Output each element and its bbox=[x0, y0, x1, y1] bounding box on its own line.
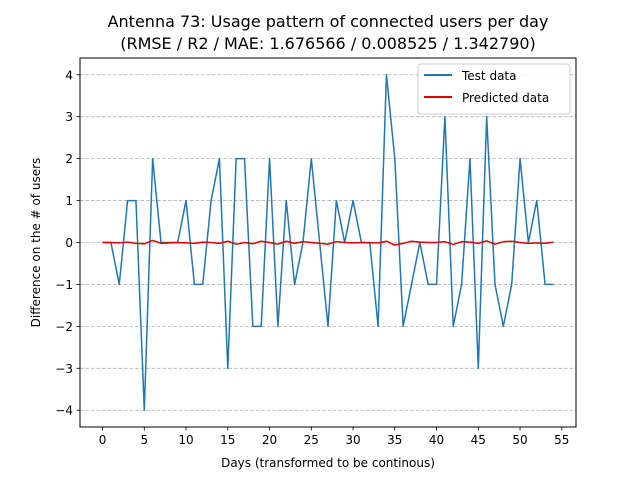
x-tick-label: 0 bbox=[99, 433, 107, 447]
x-tick-label: 40 bbox=[429, 433, 444, 447]
y-tick-label: −4 bbox=[55, 404, 73, 418]
y-axis-label: Difference on the # of users bbox=[29, 158, 43, 328]
x-tick-label: 30 bbox=[345, 433, 360, 447]
y-tick-label: −3 bbox=[55, 362, 73, 376]
y-tick-label: 1 bbox=[65, 194, 73, 208]
legend-box bbox=[417, 63, 571, 115]
y-tick-label: 0 bbox=[65, 236, 73, 250]
chart-title: Antenna 73: Usage pattern of connected u… bbox=[108, 12, 549, 31]
x-axis-label: Days (transformed to be continous) bbox=[221, 456, 435, 470]
legend: Test data Predicted data bbox=[417, 63, 571, 115]
x-tick-label: 35 bbox=[387, 433, 402, 447]
x-tick-label: 55 bbox=[554, 433, 569, 447]
y-axis-ticks: 4 3 2 1 0 −1 −2 −3 −4 bbox=[55, 68, 80, 418]
x-tick-label: 5 bbox=[140, 433, 148, 447]
plot-frame bbox=[79, 57, 577, 428]
x-tick-label: 10 bbox=[178, 433, 193, 447]
legend-label-test-data: Test data bbox=[461, 69, 516, 83]
x-tick-label: 45 bbox=[471, 433, 486, 447]
x-tick-label: 20 bbox=[262, 433, 277, 447]
data-series bbox=[102, 74, 554, 411]
chart-subtitle: (RMSE / R2 / MAE: 1.676566 / 0.008525 / … bbox=[120, 34, 536, 53]
x-tick-label: 50 bbox=[512, 433, 527, 447]
legend-label-predicted-data: Predicted data bbox=[462, 91, 549, 105]
x-tick-label: 25 bbox=[304, 433, 319, 447]
series-line-predicted-data bbox=[102, 239, 554, 246]
y-tick-label: −1 bbox=[55, 278, 73, 292]
y-tick-label: −2 bbox=[55, 320, 73, 334]
y-tick-label: 4 bbox=[65, 68, 73, 82]
y-tick-label: 3 bbox=[65, 110, 73, 124]
y-tick-label: 2 bbox=[65, 152, 73, 166]
x-axis-ticks: 0 5 10 15 20 25 30 35 40 45 50 55 bbox=[99, 427, 569, 447]
x-tick-label: 15 bbox=[220, 433, 235, 447]
